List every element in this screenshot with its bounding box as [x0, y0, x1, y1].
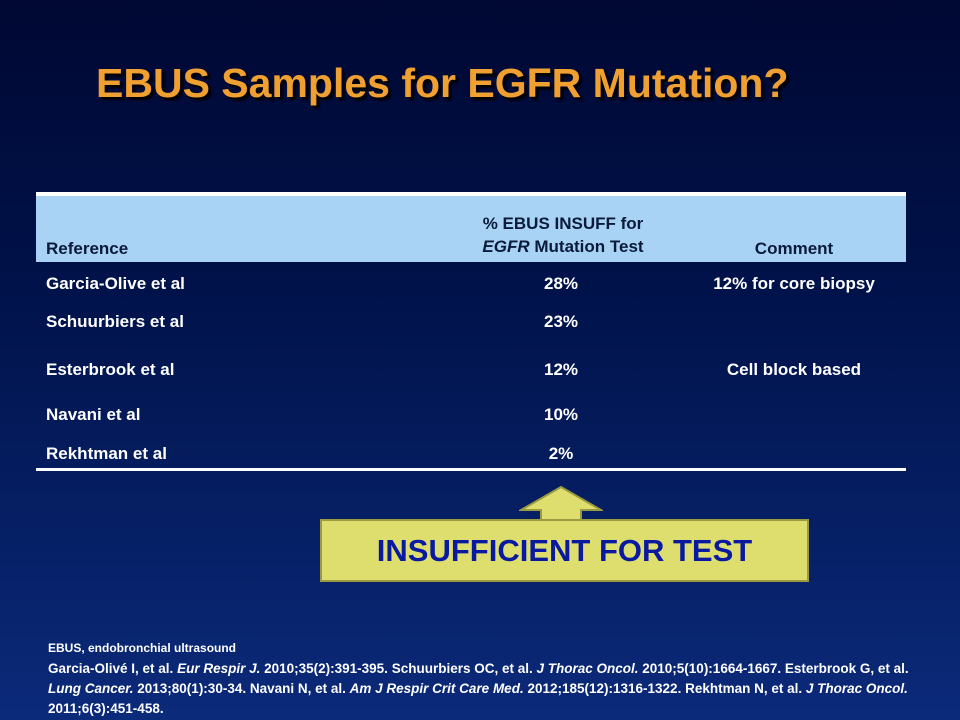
table-bottom-rule	[36, 468, 906, 471]
ref-authors: Garcia-Olivé I, et al.	[48, 661, 178, 676]
ref-citation: 2013;80(1):30-34.	[133, 681, 250, 696]
callout-text: INSUFFICIENT FOR TEST	[376, 532, 753, 568]
ref-citation: 2010;5(10):1664-1667.	[638, 661, 785, 676]
cell-comment: Cell block based	[726, 360, 862, 379]
header-percent-insufficient: % EBUS INSUFF for EGFR Mutation Test	[428, 212, 698, 258]
ref-journal: Am J Respir Crit Care Med.	[349, 681, 524, 696]
insufficient-callout: INSUFFICIENT FOR TEST	[320, 519, 809, 582]
header-reference: Reference	[46, 239, 129, 258]
table-row: Garcia-Olive et al 28% 12% for core biop…	[36, 274, 906, 298]
table-header: Reference % EBUS INSUFF for EGFR Mutatio…	[36, 196, 906, 262]
ref-authors: Navani N, et al.	[249, 681, 350, 696]
header-egfr-italic: EGFR	[482, 237, 530, 256]
cell-reference: Garcia-Olive et al	[46, 274, 185, 293]
up-arrow-icon	[519, 486, 603, 522]
header-percent-line1: % EBUS INSUFF for	[482, 214, 644, 233]
header-percent-line2-rest: Mutation Test	[529, 237, 644, 256]
cell-reference: Navani et al	[46, 405, 141, 424]
ref-authors: Schuurbiers OC, et al.	[391, 661, 537, 676]
results-table: Reference % EBUS INSUFF for EGFR Mutatio…	[36, 192, 906, 471]
cell-reference: Rekhtman et al	[46, 444, 167, 463]
cell-percent: 10%	[543, 405, 579, 424]
cell-percent: 12%	[543, 360, 579, 379]
ref-authors: Esterbrook G, et al.	[784, 661, 909, 676]
slide-title: EBUS Samples for EGFR Mutation?	[96, 60, 789, 106]
table-row: Rekhtman et al 2%	[36, 444, 906, 468]
abbreviation-note: EBUS, endobronchial ultrasound	[48, 641, 237, 655]
header-percent-line2: EGFR Mutation Test	[428, 235, 698, 258]
table-top-rule	[36, 192, 906, 196]
ref-journal: J Thorac Oncol.	[805, 681, 908, 696]
ref-journal: Lung Cancer.	[48, 681, 134, 696]
table-row: Navani et al 10%	[36, 405, 906, 429]
ref-citation: 2012;185(12):1316-1322.	[523, 681, 686, 696]
ref-citation: 2010;35(2):391-395.	[260, 661, 392, 676]
cell-percent: 23%	[543, 312, 579, 331]
cell-reference: Esterbrook et al	[46, 360, 175, 379]
ref-authors: Rekhtman N, et al.	[685, 681, 806, 696]
cell-percent: 28%	[543, 274, 579, 293]
table-body: Garcia-Olive et al 28% 12% for core biop…	[36, 262, 906, 468]
ref-journal: Eur Respir J.	[177, 661, 261, 676]
ref-citation: 2011;6(3):451-458.	[48, 701, 164, 716]
cell-percent: 2%	[548, 444, 574, 463]
ref-journal: J Thorac Oncol.	[536, 661, 639, 676]
references: Garcia-Olivé I, et al. Eur Respir J. 201…	[48, 659, 938, 719]
header-comment: Comment	[754, 239, 834, 258]
cell-comment: 12% for core biopsy	[713, 274, 875, 293]
table-row: Esterbrook et al 12% Cell block based	[36, 360, 906, 384]
table-row: Schuurbiers et al 23%	[36, 312, 906, 336]
cell-reference: Schuurbiers et al	[46, 312, 184, 331]
